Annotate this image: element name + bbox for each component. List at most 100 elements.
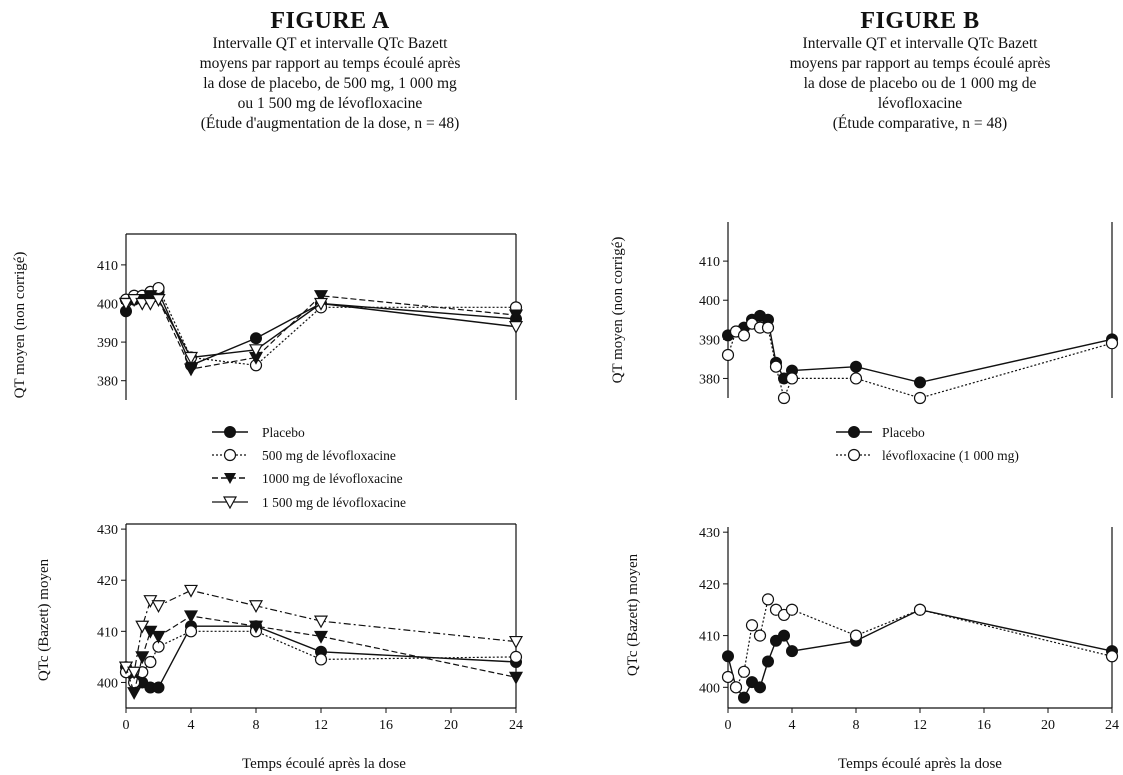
data-point xyxy=(508,309,524,323)
legend-a-label: Placebo xyxy=(262,425,305,440)
data-point xyxy=(721,670,735,684)
y-tick-label: 430 xyxy=(97,523,118,538)
series xyxy=(118,610,524,700)
data-point xyxy=(135,651,150,665)
y-tick-label: 410 xyxy=(699,630,720,645)
data-point xyxy=(786,645,798,658)
data-point xyxy=(118,297,134,311)
figure-b-caption-line: la dose de placebo ou de 1 000 mg de xyxy=(803,75,1037,92)
legend-figure-a: Placebo 500 mg de lévofloxacine 1000 mg … xyxy=(212,425,406,510)
legend-a-label: 1000 mg de lévofloxacine xyxy=(262,471,403,486)
y-tick-label: 430 xyxy=(699,526,720,541)
data-point xyxy=(762,655,774,668)
x-tick-label: 20 xyxy=(1041,718,1055,733)
plot-b-qt: 380 390 400 410 QT moyen (non corrigé) xyxy=(610,222,1119,405)
y-tick-label: 400 xyxy=(97,297,118,312)
y-axis-title: QT moyen (non corrigé) xyxy=(610,237,626,384)
data-point xyxy=(151,294,166,307)
legend-b-levofloxacine: lévofloxacine (1 000 mg) xyxy=(836,448,1019,463)
figure-b-caption-line: (Étude comparative, n = 48) xyxy=(832,115,1008,132)
data-point xyxy=(737,329,751,342)
series-line xyxy=(727,315,1113,384)
data-point xyxy=(508,321,524,334)
data-point xyxy=(722,650,734,663)
legend-b-label: lévofloxacine (1 000 mg) xyxy=(882,448,1019,463)
x-tick-label: 24 xyxy=(1105,718,1119,733)
data-point xyxy=(913,603,927,616)
figure-b-caption-line: moyens par rapport au temps écoulé après xyxy=(789,55,1051,72)
x-tick-label: 12 xyxy=(913,718,927,733)
data-point xyxy=(761,321,775,334)
data-point xyxy=(738,691,750,704)
data-point xyxy=(183,363,199,377)
y-tick-label: 390 xyxy=(699,333,720,348)
data-point xyxy=(785,603,799,616)
data-point xyxy=(313,297,329,311)
data-point xyxy=(761,593,775,606)
data-point xyxy=(152,681,165,694)
y-tick-label: 420 xyxy=(97,574,118,589)
data-point xyxy=(737,665,751,678)
filled-circle-marker-icon xyxy=(224,426,236,438)
y-tick-label: 410 xyxy=(699,255,720,270)
data-point xyxy=(849,629,863,642)
y-tick-label: 400 xyxy=(699,294,720,309)
series xyxy=(721,593,1119,694)
y-tick-label: 400 xyxy=(97,676,118,691)
legend-a-placebo: Placebo xyxy=(212,425,305,440)
filled-triangle-marker-icon xyxy=(224,473,236,484)
x-tick-label: 16 xyxy=(977,718,991,733)
data-point xyxy=(151,630,166,644)
data-point xyxy=(745,619,759,632)
data-point xyxy=(778,629,790,642)
data-point xyxy=(1105,337,1119,350)
data-point xyxy=(509,650,523,663)
data-point xyxy=(508,635,524,649)
data-point xyxy=(913,391,927,405)
y-tick-label: 380 xyxy=(97,375,118,390)
x-tick-label: 24 xyxy=(509,718,523,733)
figure-b-caption-line: lévofloxacine xyxy=(877,95,963,112)
y-tick-label: 410 xyxy=(97,625,118,640)
data-point xyxy=(777,391,791,405)
plot-a-qtc: 0 4 8 12 16 20 24 400 410 420 430 QTc (Bazett) moye… xyxy=(36,523,524,733)
data-point xyxy=(914,376,926,389)
data-point xyxy=(127,687,142,700)
data-point xyxy=(183,610,199,624)
data-point xyxy=(508,671,524,685)
series-line xyxy=(727,598,1113,689)
data-point xyxy=(248,344,264,358)
open-triangle-marker-icon xyxy=(222,496,238,510)
data-point xyxy=(850,360,862,373)
x-tick-label: 4 xyxy=(789,718,796,733)
x-tick-label: 4 xyxy=(188,718,195,733)
legend-a-1000mg: 1000 mg de lévofloxacine xyxy=(212,471,403,486)
y-axis-title: QTc (Bazett) moyen xyxy=(625,553,641,676)
x-tick-label: 16 xyxy=(379,718,393,733)
legend-b-placebo: Placebo xyxy=(836,425,925,440)
data-point xyxy=(313,290,329,304)
y-tick-label: 410 xyxy=(97,259,118,274)
figure-b-caption-line: Intervalle QT et intervalle QTc Bazett xyxy=(802,35,1038,52)
y-tick-label: 380 xyxy=(699,372,720,387)
series xyxy=(722,309,1118,389)
data-point xyxy=(250,332,262,345)
data-point xyxy=(313,630,329,644)
y-tick-label: 400 xyxy=(699,681,720,696)
legend-a-label: 500 mg de lévofloxacine xyxy=(262,448,396,463)
x-tick-label: 8 xyxy=(253,718,260,733)
series xyxy=(118,584,524,680)
data-point xyxy=(151,600,166,614)
figure-a-title: FIGURE A xyxy=(270,8,390,34)
figure-a-x-axis-title: Temps écoulé après la dose xyxy=(242,756,406,772)
data-point xyxy=(769,360,783,373)
y-axis-title: QTc (Bazett) moyen xyxy=(36,558,52,681)
legend-b-label: Placebo xyxy=(882,425,925,440)
figure-b-title: FIGURE B xyxy=(860,8,980,34)
x-tick-label: 12 xyxy=(314,718,328,733)
legend-a-500mg: 500 mg de lévofloxacine xyxy=(212,448,396,463)
data-point xyxy=(753,629,767,642)
data-point xyxy=(785,372,799,385)
plot-b-qtc: 0 4 8 12 16 20 24 400 410 420 430 QTc (Bazett) moye… xyxy=(625,526,1119,733)
